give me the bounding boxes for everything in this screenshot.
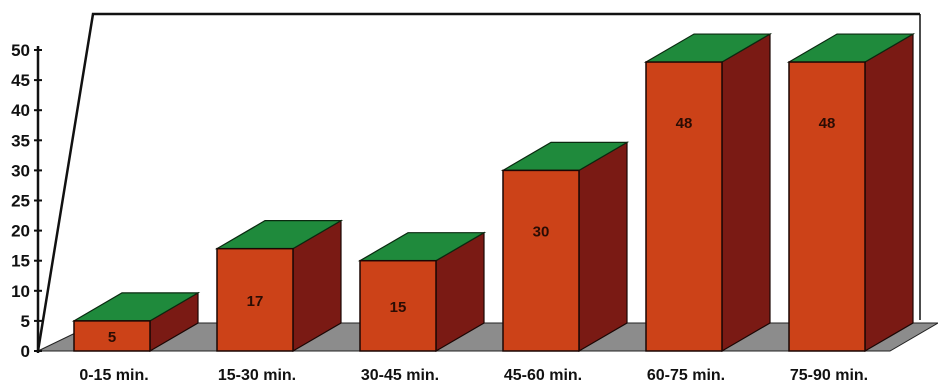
- bar-side-face: [864, 32, 914, 353]
- bar-data-label: 48: [819, 115, 836, 132]
- y-tick-label: 40: [11, 101, 30, 120]
- bar-front-face: [73, 320, 151, 352]
- x-category-label: 15-30 min.: [218, 367, 296, 384]
- y-tick-label: 10: [11, 282, 30, 301]
- bar-data-label: 15: [390, 299, 407, 316]
- y-tick-label: 50: [11, 41, 30, 60]
- x-category-label: 0-15 min.: [79, 367, 148, 384]
- y-tick-label: 20: [11, 222, 30, 241]
- bar-data-label: 30: [533, 223, 550, 240]
- bar-side-face: [721, 32, 771, 353]
- bar-front-face: [645, 61, 723, 352]
- y-tick-label: 0: [21, 342, 30, 361]
- y-tick-label: 30: [11, 161, 30, 180]
- bar-front-face: [216, 247, 294, 352]
- bar-front-face: [359, 259, 437, 352]
- y-tick-label: 5: [21, 312, 30, 331]
- bar-data-label: 48: [676, 115, 693, 132]
- y-tick-label: 15: [11, 252, 30, 271]
- x-category-label: 30-45 min.: [361, 367, 439, 384]
- x-category-label: 60-75 min.: [647, 367, 725, 384]
- y-tick-label: 45: [11, 71, 30, 90]
- y-tick-label: 35: [11, 131, 30, 150]
- bar-data-label: 5: [108, 329, 116, 346]
- x-category-label: 45-60 min.: [504, 367, 582, 384]
- x-category-label: 75-90 min.: [790, 367, 868, 384]
- bar-front-face: [502, 169, 580, 352]
- bar-front-face: [788, 61, 866, 352]
- bar-side-face: [578, 141, 628, 353]
- back-wall-outline: [36, 12, 920, 352]
- y-tick-label: 25: [11, 192, 30, 211]
- bar-data-label: 17: [247, 293, 264, 310]
